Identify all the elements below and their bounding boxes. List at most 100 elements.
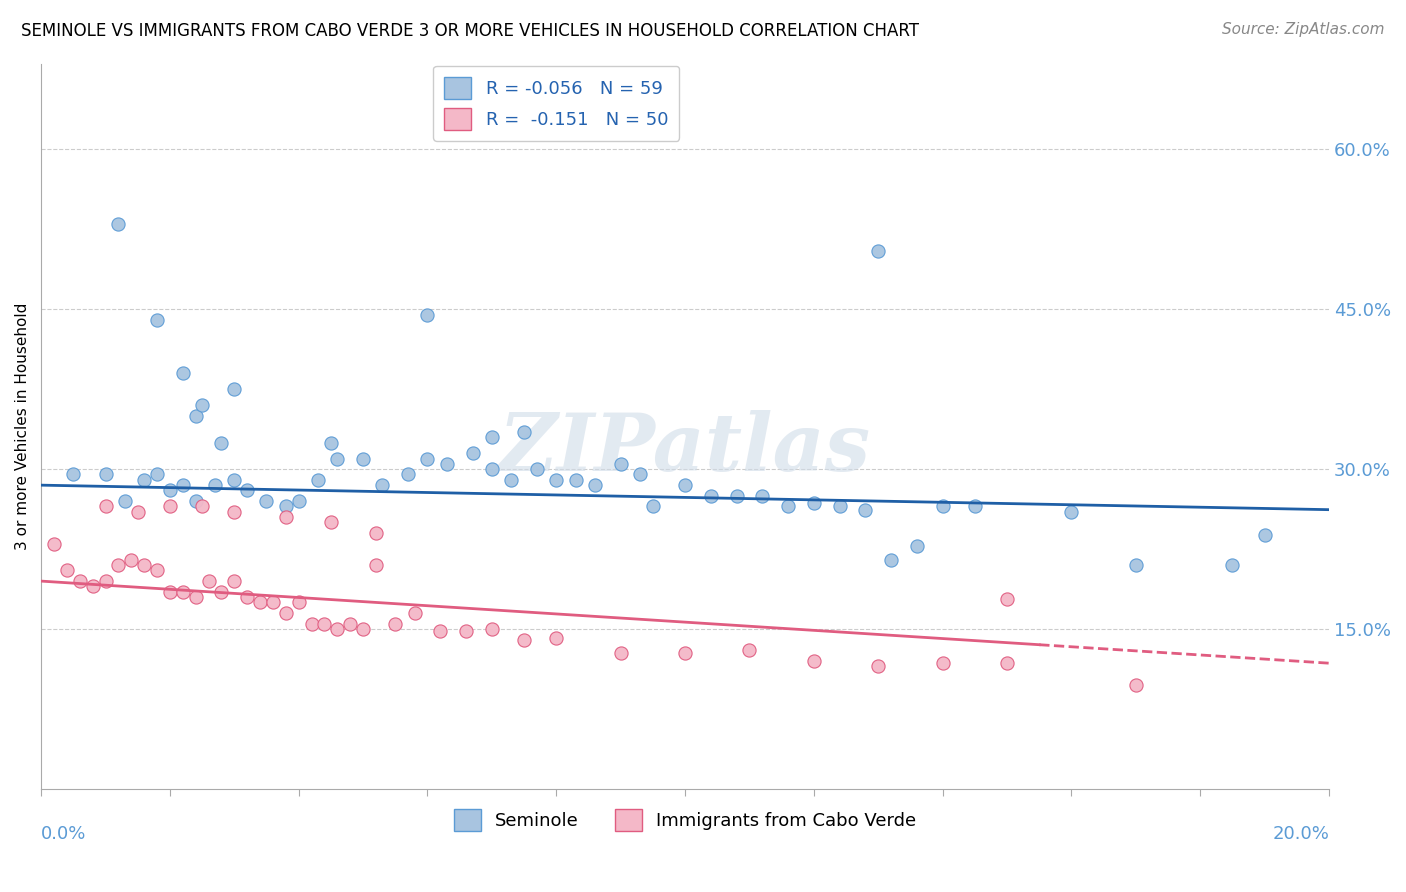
- Point: [159, 483, 181, 498]
- Point: [319, 435, 342, 450]
- Point: [995, 592, 1018, 607]
- Point: [319, 516, 342, 530]
- Point: [609, 646, 631, 660]
- Point: [803, 654, 825, 668]
- Point: [609, 457, 631, 471]
- Point: [778, 500, 800, 514]
- Point: [287, 595, 309, 609]
- Point: [481, 430, 503, 444]
- Point: [868, 659, 890, 673]
- Point: [120, 553, 142, 567]
- Point: [404, 606, 426, 620]
- Text: Source: ZipAtlas.com: Source: ZipAtlas.com: [1222, 22, 1385, 37]
- Point: [287, 494, 309, 508]
- Point: [1125, 558, 1147, 573]
- Point: [673, 478, 696, 492]
- Point: [209, 435, 232, 450]
- Point: [396, 467, 419, 482]
- Point: [236, 483, 259, 498]
- Point: [204, 478, 226, 492]
- Point: [513, 425, 536, 439]
- Point: [127, 505, 149, 519]
- Point: [931, 500, 953, 514]
- Point: [146, 564, 169, 578]
- Point: [481, 462, 503, 476]
- Point: [546, 473, 568, 487]
- Point: [184, 590, 207, 604]
- Point: [352, 451, 374, 466]
- Y-axis label: 3 or more Vehicles in Household: 3 or more Vehicles in Household: [15, 302, 30, 550]
- Point: [880, 553, 903, 567]
- Point: [339, 616, 361, 631]
- Point: [416, 451, 439, 466]
- Point: [628, 467, 651, 482]
- Point: [224, 382, 246, 396]
- Point: [191, 500, 214, 514]
- Point: [501, 473, 523, 487]
- Point: [1060, 505, 1083, 519]
- Point: [700, 489, 723, 503]
- Text: 0.0%: 0.0%: [41, 825, 87, 843]
- Point: [583, 478, 606, 492]
- Point: [134, 473, 156, 487]
- Point: [224, 505, 246, 519]
- Point: [172, 478, 194, 492]
- Point: [868, 244, 890, 258]
- Point: [274, 510, 297, 524]
- Point: [1253, 528, 1275, 542]
- Point: [963, 500, 986, 514]
- Point: [803, 496, 825, 510]
- Point: [184, 409, 207, 423]
- Point: [274, 500, 297, 514]
- Text: ZIPatlas: ZIPatlas: [499, 409, 872, 487]
- Point: [1222, 558, 1244, 573]
- Point: [526, 462, 548, 476]
- Point: [456, 624, 478, 639]
- Point: [94, 574, 117, 588]
- Point: [224, 473, 246, 487]
- Point: [364, 558, 387, 573]
- Point: [314, 616, 336, 631]
- Point: [274, 606, 297, 620]
- Point: [352, 622, 374, 636]
- Point: [69, 574, 91, 588]
- Point: [513, 632, 536, 647]
- Point: [461, 446, 484, 460]
- Point: [738, 643, 761, 657]
- Point: [931, 656, 953, 670]
- Point: [546, 631, 568, 645]
- Point: [436, 457, 458, 471]
- Text: SEMINOLE VS IMMIGRANTS FROM CABO VERDE 3 OR MORE VEHICLES IN HOUSEHOLD CORRELATI: SEMINOLE VS IMMIGRANTS FROM CABO VERDE 3…: [21, 22, 920, 40]
- Point: [416, 308, 439, 322]
- Point: [301, 616, 323, 631]
- Point: [751, 489, 773, 503]
- Point: [94, 500, 117, 514]
- Point: [1125, 677, 1147, 691]
- Point: [224, 574, 246, 588]
- Point: [481, 622, 503, 636]
- Point: [209, 584, 232, 599]
- Point: [146, 467, 169, 482]
- Point: [172, 366, 194, 380]
- Point: [82, 579, 104, 593]
- Point: [995, 656, 1018, 670]
- Point: [62, 467, 84, 482]
- Point: [564, 473, 586, 487]
- Point: [159, 500, 181, 514]
- Point: [307, 473, 329, 487]
- Point: [725, 489, 748, 503]
- Point: [641, 500, 664, 514]
- Point: [56, 564, 79, 578]
- Point: [905, 539, 928, 553]
- Point: [262, 595, 284, 609]
- Point: [326, 451, 349, 466]
- Point: [326, 622, 349, 636]
- Point: [673, 646, 696, 660]
- Point: [384, 616, 406, 631]
- Point: [94, 467, 117, 482]
- Point: [364, 526, 387, 541]
- Point: [42, 537, 65, 551]
- Point: [172, 584, 194, 599]
- Point: [114, 494, 136, 508]
- Point: [249, 595, 271, 609]
